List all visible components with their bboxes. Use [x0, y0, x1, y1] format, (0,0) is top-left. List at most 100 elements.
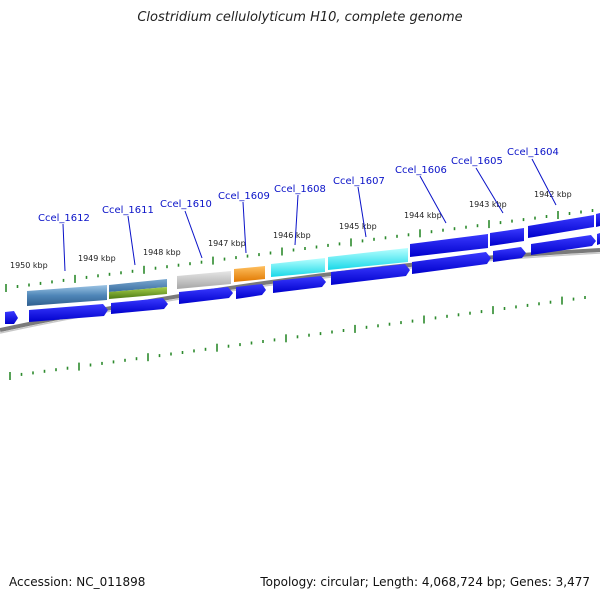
genome-stats-text: Topology: circular; Length: 4,068,724 bp…: [260, 575, 590, 589]
outer-scale-tick: [338, 242, 341, 246]
kbp-label-1945: 1945 kbp: [339, 222, 377, 231]
inner-scale-tick: [319, 332, 322, 336]
cds-arrow-ccel-1611[interactable]: [111, 298, 168, 314]
gene-label-ccel-1604[interactable]: Ccel_1604: [507, 147, 559, 158]
inner-scale-tick: [561, 296, 563, 305]
leader-ccel-1609: [242, 201, 247, 254]
outer-scale-tick: [258, 253, 260, 257]
outer-scale-tick: [223, 257, 226, 261]
cds-arrow-ccel-1612[interactable]: [29, 304, 108, 322]
inner-scale-tick: [216, 343, 218, 352]
feature-ccel-1612[interactable]: [27, 285, 107, 306]
outer-scale-tick: [522, 218, 525, 222]
gene-label-ccel-1607[interactable]: Ccel_1607: [333, 176, 385, 187]
inner-scale-tick: [193, 349, 195, 353]
gene-label-ccel-1605[interactable]: Ccel_1605: [451, 156, 503, 167]
feature-next-top[interactable]: [596, 213, 600, 227]
outer-scale-tick: [235, 256, 237, 260]
inner-scale-tick: [124, 358, 126, 362]
outer-scale-tick: [97, 274, 99, 278]
inner-scale-tick: [411, 319, 414, 323]
cds-arrow-next[interactable]: [597, 233, 600, 245]
leader-ccel-1608: [294, 194, 299, 246]
inner-scale-tick: [331, 330, 333, 334]
feature-ccel-1606[interactable]: [410, 234, 488, 257]
outer-scale-tick: [74, 274, 76, 283]
inner-scale-tick: [365, 325, 368, 329]
kbp-label-1943: 1943 kbp: [469, 200, 507, 209]
inner-scale-tick: [377, 324, 379, 328]
gene-label-ccel-1612[interactable]: Ccel_1612: [38, 213, 90, 224]
feature-ccel-1611[interactable]: [109, 287, 167, 299]
cds-arrow-ccel-1604[interactable]: [531, 235, 596, 255]
leader-ccel-1605: [475, 167, 504, 214]
kbp-label-1946: 1946 kbp: [273, 231, 311, 240]
feature-ccel-1611-top[interactable]: [109, 279, 167, 292]
inner-scale-tick: [469, 311, 471, 315]
gene-label-ccel-1608[interactable]: Ccel_1608: [274, 184, 326, 195]
cds-arrow-prev[interactable]: [5, 311, 18, 324]
inner-scale-tick: [457, 313, 460, 317]
inner-scale-tick: [227, 344, 230, 348]
outer-scale-tick: [315, 245, 318, 249]
outer-scale-tick: [430, 230, 433, 234]
cds-arrow-ccel-1608[interactable]: [273, 276, 326, 293]
outer-scale-tick: [476, 224, 479, 228]
cds-arrow-ccel-1609[interactable]: [236, 284, 266, 299]
feature-ccel-1605[interactable]: [490, 228, 524, 246]
outer-scale-tick: [327, 243, 329, 247]
outer-scale-tick: [350, 238, 352, 247]
gene-leader-lines: [62, 158, 557, 272]
cds-arrow-ccel-1606[interactable]: [412, 252, 491, 274]
outer-scale-tick: [465, 225, 467, 229]
kbp-label-1944: 1944 kbp: [404, 211, 442, 220]
outer-scale-tick: [453, 227, 456, 231]
kbp-label-1947: 1947 kbp: [208, 239, 246, 248]
outer-scale-tick: [488, 220, 490, 229]
leader-ccel-1610: [184, 210, 203, 259]
inner-scale-tick: [181, 351, 184, 354]
inner-scale-tick: [354, 324, 356, 333]
outer-scale-tick: [166, 265, 168, 269]
inner-scale-tick: [78, 362, 80, 371]
inner-scale-tick: [515, 305, 517, 309]
outer-scale-tick: [5, 284, 7, 292]
inner-scale-tick: [204, 347, 207, 351]
outer-scale-tick: [580, 210, 582, 214]
feature-ccel-1609[interactable]: [234, 266, 265, 282]
outer-scale-tick: [534, 216, 536, 220]
cds-arrow-track: [5, 233, 600, 324]
gene-label-ccel-1609[interactable]: Ccel_1609: [218, 191, 270, 202]
outer-scale-tick: [384, 236, 387, 240]
outer-scale-tick: [189, 262, 191, 266]
inner-scale-ticks: [9, 296, 586, 380]
feature-ccel-1610[interactable]: [177, 271, 231, 289]
feature-ccel-1608[interactable]: [271, 258, 325, 277]
inner-scale-tick: [147, 353, 149, 362]
feature-ccel-1604[interactable]: [528, 215, 594, 238]
cds-arrow-ccel-1607[interactable]: [331, 264, 410, 285]
gene-label-ccel-1611[interactable]: Ccel_1611: [102, 205, 154, 216]
outer-scale-tick: [545, 215, 548, 218]
inner-scale-tick: [285, 334, 287, 343]
outer-scale-tick: [304, 247, 306, 250]
inner-scale-tick: [9, 372, 11, 380]
leader-ccel-1606: [419, 175, 447, 224]
cds-arrow-ccel-1605[interactable]: [493, 247, 526, 262]
leader-ccel-1612: [62, 223, 66, 272]
outer-scale-tick: [177, 263, 180, 267]
kbp-label-1949: 1949 kbp: [78, 254, 116, 263]
outer-scale-tick: [396, 234, 398, 238]
outer-scale-tick: [85, 275, 88, 279]
feature-ccel-1607[interactable]: [328, 248, 408, 270]
gene-label-ccel-1606[interactable]: Ccel_1606: [395, 165, 447, 176]
inner-scale-tick: [492, 306, 494, 315]
inner-scale-tick: [112, 360, 115, 364]
gene-label-ccel-1610[interactable]: Ccel_1610: [160, 199, 212, 210]
inner-scale-tick: [572, 297, 575, 301]
leader-ccel-1611: [127, 215, 136, 266]
inner-scale-tick: [20, 372, 23, 376]
cds-arrow-ccel-1610[interactable]: [179, 287, 233, 304]
inner-scale-tick: [273, 338, 276, 342]
